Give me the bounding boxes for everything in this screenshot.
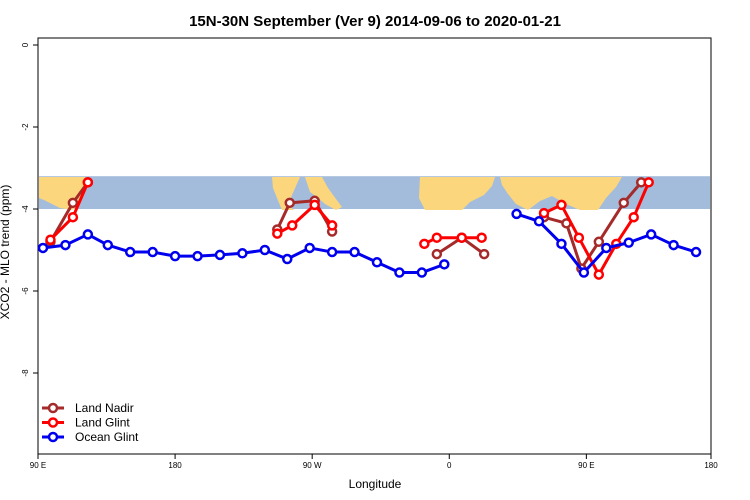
data-point — [668, 239, 679, 251]
x-tick-label: 90 E — [30, 461, 46, 470]
legend-swatch-marker — [47, 431, 59, 443]
y-tick-label: -2 — [21, 123, 30, 131]
map-land-5 — [500, 177, 622, 210]
legend-label: Land Nadir — [75, 401, 134, 415]
data-point — [67, 197, 79, 209]
data-point — [169, 250, 181, 262]
world-map-band — [39, 176, 710, 210]
data-point — [349, 246, 360, 258]
data-point — [237, 248, 248, 259]
data-point — [326, 246, 338, 258]
data-point — [282, 253, 293, 265]
data-point — [286, 220, 298, 231]
legend-item: Land Glint — [42, 416, 130, 430]
data-point — [623, 237, 634, 248]
legend-label: Ocean Glint — [75, 430, 139, 444]
x-tick-label: 90 E — [578, 461, 594, 470]
series-line — [276, 203, 334, 235]
data-point — [593, 269, 605, 280]
y-tick-label: 0 — [21, 42, 30, 47]
map-land-3 — [305, 177, 342, 210]
data-point — [431, 248, 443, 260]
data-point — [192, 250, 203, 262]
x-axis-label: Longitude — [349, 477, 402, 491]
data-point — [439, 259, 450, 270]
data-point — [394, 267, 405, 278]
data-point — [60, 239, 71, 251]
x-axis: 90 E 180 90 W 0 90 E 180 — [30, 454, 718, 470]
data-point — [419, 238, 430, 250]
data-point — [538, 207, 550, 219]
data-point — [628, 211, 639, 223]
legend-swatch-marker — [47, 402, 59, 414]
y-axis-label: XCO2 - MLO trend (ppm) — [0, 185, 12, 320]
data-point — [124, 246, 136, 258]
legend-item: Ocean Glint — [42, 430, 139, 444]
series-ocean-glint — [37, 208, 702, 278]
legend-label: Land Glint — [75, 416, 130, 430]
series-line — [423, 236, 482, 246]
x-tick-label: 0 — [447, 461, 452, 470]
legend-swatch-marker — [47, 417, 59, 428]
data-point — [476, 232, 487, 243]
data-point — [601, 242, 612, 254]
data-point — [578, 267, 590, 278]
data-point — [214, 249, 226, 261]
data-point — [102, 239, 114, 251]
data-point — [326, 220, 338, 231]
data-point — [645, 229, 657, 240]
plot-frame — [37, 37, 712, 455]
x-tick-label: 180 — [168, 461, 182, 470]
data-point — [37, 242, 49, 254]
y-tick-label: -8 — [21, 369, 30, 377]
data-point — [618, 197, 630, 209]
data-point — [416, 267, 428, 278]
map-land-2 — [272, 177, 300, 210]
data-point — [431, 232, 443, 243]
data-point — [511, 208, 522, 220]
data-point — [690, 246, 702, 258]
y-tick-label: -6 — [21, 287, 30, 295]
data-point — [456, 232, 467, 243]
data-point — [556, 199, 567, 211]
data-point — [45, 234, 56, 245]
data-point — [259, 244, 271, 256]
y-tick-label: -4 — [21, 205, 30, 213]
data-point — [371, 257, 383, 268]
data-point — [643, 177, 654, 188]
data-point — [309, 199, 320, 211]
data-point — [478, 248, 490, 260]
series-layer — [37, 177, 702, 280]
map-land-4 — [419, 177, 495, 210]
data-point — [272, 228, 283, 239]
series-land-glint — [45, 177, 654, 280]
x-tick-label: 180 — [704, 461, 718, 470]
data-point — [593, 236, 605, 248]
y-axis: 0 -2 -4 -6 -8 — [21, 42, 38, 377]
legend-item: Land Nadir — [42, 401, 134, 415]
data-point — [284, 197, 296, 209]
x-tick-label: 90 W — [303, 461, 322, 470]
data-point — [556, 238, 567, 250]
data-point — [67, 211, 79, 223]
chart-title: 15N-30N September (Ver 9) 2014-09-06 to … — [189, 13, 561, 30]
data-point — [147, 246, 158, 258]
data-point — [533, 216, 545, 227]
data-point — [82, 177, 94, 188]
data-point — [573, 232, 585, 243]
data-point — [82, 229, 94, 240]
data-point — [304, 242, 315, 254]
